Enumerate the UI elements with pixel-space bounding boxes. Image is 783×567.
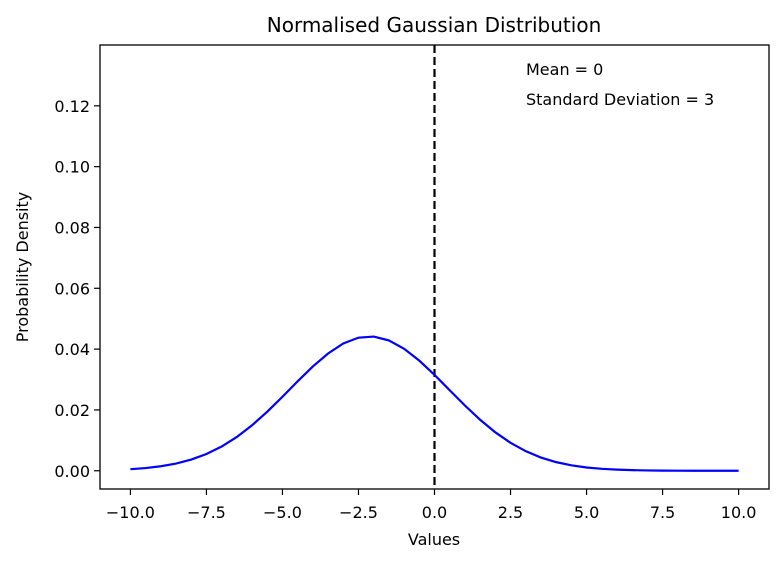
y-tick-label: 0.12: [54, 97, 90, 116]
x-tick-label: −5.0: [263, 503, 302, 522]
y-axis-ticks: 0.00 0.02 0.04 0.06 0.08 0.10 0.12: [54, 97, 100, 481]
x-tick-label: 7.5: [650, 503, 675, 522]
x-tick-label: −7.5: [187, 503, 226, 522]
x-tick-label: 10.0: [721, 503, 757, 522]
chart-title: Normalised Gaussian Distribution: [267, 13, 602, 37]
x-tick-label: 0.0: [422, 503, 447, 522]
x-tick-label: 5.0: [574, 503, 599, 522]
plot-area: [130, 45, 739, 489]
y-tick-label: 0.00: [54, 462, 90, 481]
y-tick-label: 0.04: [54, 340, 90, 359]
x-tick-label: −10.0: [106, 503, 155, 522]
x-axis-ticks: −10.0 −7.5 −5.0 −2.5 0.0 2.5 5.0 7.5 10.0: [106, 489, 757, 522]
y-tick-label: 0.08: [54, 218, 90, 237]
y-axis-label: Probability Density: [13, 192, 32, 343]
gaussian-curve: [130, 335, 739, 472]
y-tick-label: 0.02: [54, 401, 90, 420]
x-axis-label: Values: [408, 530, 460, 549]
mean-annotation: Mean = 0: [526, 60, 603, 79]
x-tick-label: −2.5: [339, 503, 378, 522]
y-tick-label: 0.10: [54, 158, 90, 177]
x-tick-label: 2.5: [498, 503, 523, 522]
std-annotation: Standard Deviation = 3: [526, 90, 714, 109]
y-tick-label: 0.06: [54, 279, 90, 298]
